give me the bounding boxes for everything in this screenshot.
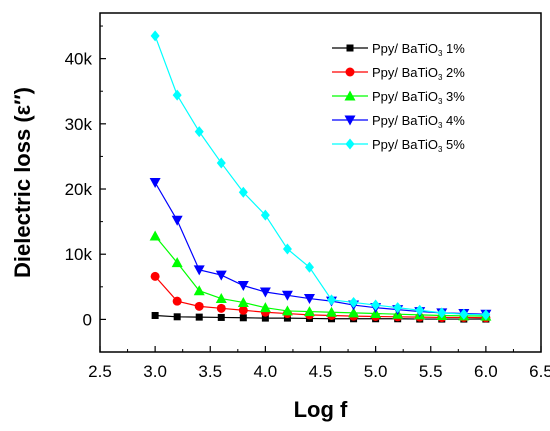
data-point [149,230,161,241]
data-point [303,294,315,305]
data-point [281,290,293,301]
data-point [326,306,338,317]
legend-label: Ppy/ BaTiO3 4% [372,113,465,130]
legend-marker [346,44,354,52]
legend-label: Ppy/ BaTiO3 3% [372,89,465,106]
legend-label: Ppy/ BaTiO3 2% [372,65,465,82]
series-line [154,235,486,317]
data-point [437,307,447,319]
legend-marker [345,67,355,77]
data-point [238,305,248,315]
series-line [154,182,486,315]
x-tick-label: 4.5 [309,362,333,381]
data-point [171,257,183,268]
legend-item: Ppy/ BaTiO3 4% [332,113,465,130]
data-point [239,314,247,322]
data-point [193,285,205,296]
data-point [194,126,204,138]
y-tick-label: 40k [65,50,93,69]
data-point [237,281,249,292]
x-tick-label: 6.0 [474,362,498,381]
data-point [217,313,225,321]
data-point [216,157,226,169]
data-point [216,303,226,313]
x-tick-label: 5.5 [419,362,443,381]
legend-marker [344,115,356,126]
data-point [149,178,161,188]
data-point [193,265,205,276]
data-point [459,308,469,320]
data-point [415,304,425,316]
x-axis-label: Log f [294,397,348,422]
data-point [348,307,360,318]
data-point [259,302,271,313]
data-point [237,296,249,307]
series-5 [150,30,491,321]
data-point [215,293,227,304]
data-point [238,186,248,198]
data-point [259,287,271,298]
data-point [215,270,227,281]
data-point [371,299,381,311]
x-tick-label: 5.0 [364,362,388,381]
series-layer [149,30,492,323]
data-point [150,271,160,281]
series-line [154,275,486,319]
data-point [303,306,315,317]
data-point [283,314,291,322]
data-point [171,215,183,226]
legend: Ppy/ BaTiO3 1% Ppy/ BaTiO3 2% Ppy/ BaTiO3 … [332,41,465,154]
data-point [281,305,293,316]
x-tick-label: 4.0 [254,362,278,381]
y-tick-label: 0 [83,310,92,329]
data-point [260,209,270,221]
legend-item: Ppy/ BaTiO3 5% [332,137,465,154]
data-point [481,309,491,321]
data-point [349,296,359,308]
data-point [282,243,292,255]
data-point [327,294,337,306]
data-point [172,89,182,101]
legend-label: Ppy/ BaTiO3 1% [372,41,465,58]
data-point [173,313,181,321]
data-point [304,261,314,273]
legend-marker [345,138,355,150]
data-point [261,314,269,322]
series-4 [149,178,492,320]
data-point [151,311,159,319]
series-line [155,314,486,320]
data-point [195,313,203,321]
y-tick-label: 30k [65,115,93,134]
y-axis: 0 10k 20k 30k 40k [65,25,106,353]
x-tick-label: 3.0 [143,362,167,381]
data-point [150,30,160,42]
legend-item: Ppy/ BaTiO3 2% [332,65,465,82]
x-tick-label: 3.5 [198,362,222,381]
y-tick-label: 20k [65,180,93,199]
x-tick-label: 6.5 [529,362,550,381]
legend-label: Ppy/ BaTiO3 5% [372,137,465,154]
y-tick-label: 10k [65,245,93,264]
y-axis-label: Dielectric loss (ε′′) [10,87,35,278]
data-point [393,302,403,314]
data-point [172,296,182,306]
legend-item: Ppy/ BaTiO3 1% [332,41,465,58]
legend-item: Ppy/ BaTiO3 3% [332,89,465,106]
data-point [194,301,204,311]
series-line [154,35,486,316]
legend-marker [344,90,356,101]
x-axis: 2.5 3.0 3.5 4.0 4.5 5.0 5.5 6.0 6.5 [88,346,550,381]
x-tick-label: 2.5 [88,362,112,381]
